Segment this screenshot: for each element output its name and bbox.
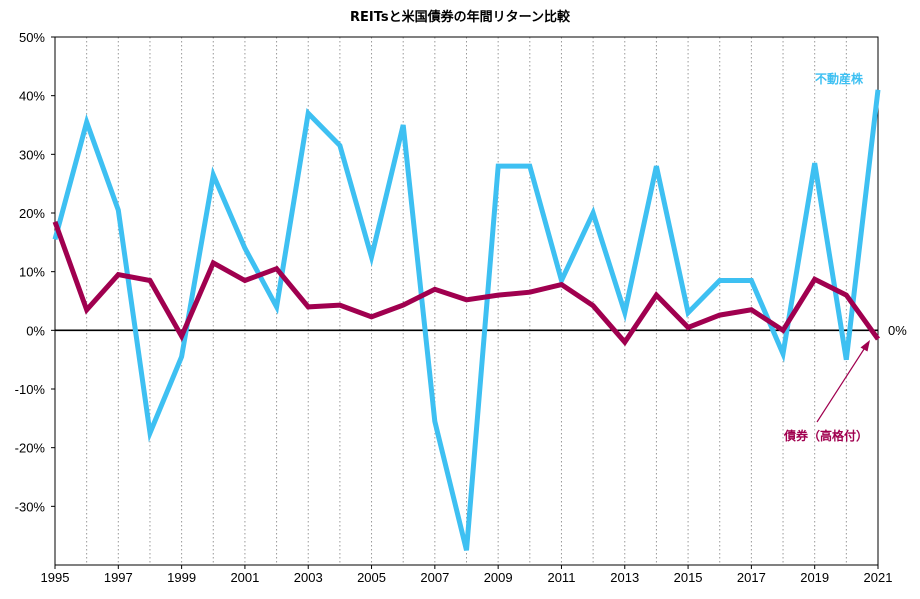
y-tick-label: -30% (15, 499, 46, 514)
x-tick-label: 2001 (230, 570, 259, 585)
x-tick-label: 2003 (294, 570, 323, 585)
x-axis: 1995 1997 1999 2001 2003 2005 2007 2009 2011 2013… (41, 565, 893, 585)
x-tick-label: 2021 (864, 570, 893, 585)
x-tick-label: 2005 (357, 570, 386, 585)
x-tick-label: 2019 (800, 570, 829, 585)
y-tick-label: 50% (19, 30, 45, 45)
y-tick-label: -20% (15, 441, 46, 456)
y-tick-label: 0% (26, 323, 45, 338)
y-tick-label: 30% (19, 147, 45, 162)
chart-title: REITsと米国債券の年間リターン比較 (350, 9, 571, 25)
y-tick-label: -10% (15, 382, 46, 397)
x-tick-label: 1997 (104, 570, 133, 585)
x-tick-label: 2009 (484, 570, 513, 585)
series-label-bond: 債券（高格付） (783, 428, 868, 443)
x-tick-label: 2013 (610, 570, 639, 585)
y-tick-label: 10% (19, 265, 45, 280)
bond-annotation-arrow (816, 340, 870, 423)
x-tick-label: 1995 (41, 570, 70, 585)
plot-frame (54, 36, 879, 566)
x-tick-label: 1999 (167, 570, 196, 585)
y-tick-label: 20% (19, 206, 45, 221)
x-tick-label: 2015 (674, 570, 703, 585)
x-tick-label: 2011 (547, 570, 575, 585)
x-tick-label: 2007 (420, 570, 449, 585)
series-group (52, 89, 881, 551)
y-axis: 50% 40% 30% 20% 10% 0% -10% -20% -30% (15, 30, 55, 514)
zero-line-label: 0% (888, 323, 907, 338)
x-tick-label: 2017 (737, 570, 766, 585)
y-tick-label: 40% (19, 89, 45, 104)
series-label-reit: 不動産株 (815, 71, 864, 86)
